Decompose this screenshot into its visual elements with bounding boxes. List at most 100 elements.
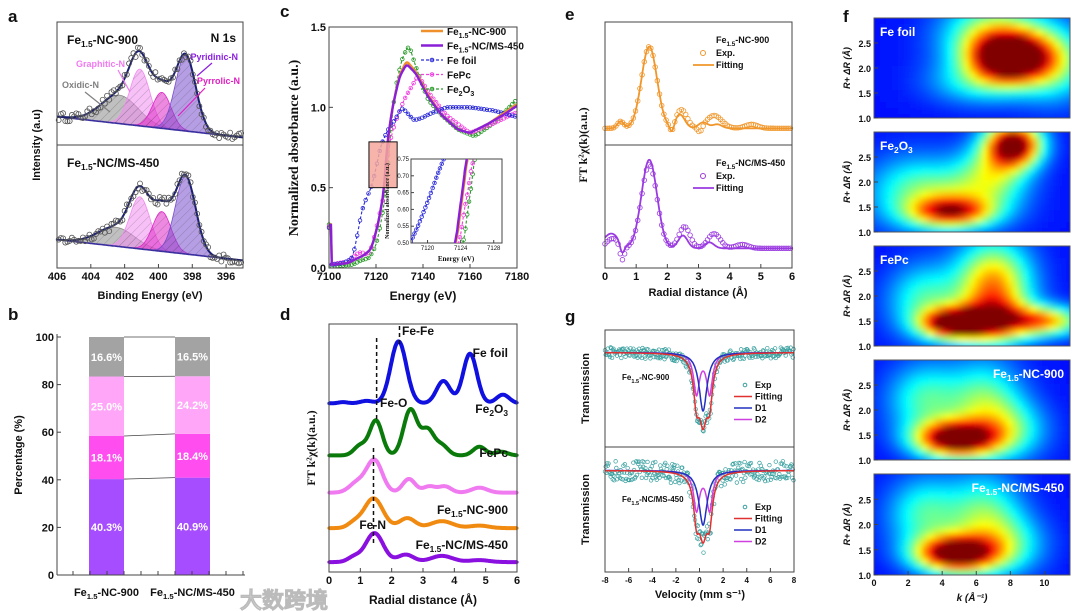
heatmap-cell: [964, 144, 971, 151]
heatmap-cell: [898, 414, 905, 421]
heatmap-cell: [988, 288, 995, 295]
heatmap-cell: [922, 132, 929, 139]
heatmap-cell: [1012, 396, 1019, 403]
series-marker: [447, 148, 451, 152]
heatmap-cell: [946, 318, 953, 325]
heatmap-cell: [988, 360, 995, 367]
heatmap-cell: [1030, 204, 1037, 211]
series-marker: [498, 97, 502, 101]
heatmap-cell: [916, 360, 923, 367]
category-label: Fe1.5-NC-900: [74, 587, 139, 601]
series-marker: [489, 59, 493, 63]
heatmap-cell: [1024, 54, 1031, 61]
heatmap-cell: [1060, 438, 1067, 445]
heatmap-cell: [934, 480, 941, 487]
heatmap-cell: [982, 204, 989, 211]
series-marker: [502, 89, 506, 93]
y-tick-label: 1.0: [858, 114, 871, 124]
experimental-point: [99, 96, 106, 103]
heatmap-cell: [892, 210, 899, 217]
heatmap-cell: [916, 444, 923, 451]
heatmap-cell: [892, 528, 899, 535]
y-tick-label: 0.5: [311, 183, 326, 195]
heatmap-cell: [1054, 162, 1061, 169]
heatmap-cell: [1036, 456, 1043, 460]
heatmap-cell: [1072, 168, 1079, 175]
heatmap-cell: [946, 426, 953, 433]
background-line: [56, 115, 244, 139]
heatmap-cell: [958, 414, 965, 421]
heatmap-cell: [886, 144, 893, 151]
heatmap-cell: [898, 204, 905, 211]
heatmap-cell: [928, 168, 935, 175]
exp-point: [680, 224, 687, 230]
heatmap-cell: [958, 156, 965, 163]
heatmap-cell: [988, 462, 995, 469]
sample-label: Fe1.5-NC/MS-450: [622, 495, 684, 507]
x-tick-label: 2: [389, 575, 395, 587]
ft-marker: [380, 469, 384, 474]
heatmap-cell: [1066, 384, 1070, 391]
heatmap-cell: [880, 156, 887, 163]
experimental-point: [108, 221, 115, 227]
heatmap-cell: [958, 438, 965, 445]
heatmap-cell: [934, 516, 941, 523]
exp-point: [738, 461, 743, 466]
heatmap-cell: [916, 480, 923, 487]
heatmap-cell: [874, 348, 881, 355]
series-marker: [431, 348, 435, 352]
heatmap-cell: [922, 246, 929, 253]
heatmap-cell: [1060, 54, 1067, 61]
heatmap-cell: [940, 390, 947, 397]
series-marker: [507, 83, 511, 87]
experimental-point: [123, 71, 130, 78]
heatmap-cell: [904, 222, 911, 229]
heatmap-cell: [898, 186, 905, 193]
heatmap-cell: [934, 336, 941, 343]
heatmap-cell: [976, 162, 983, 169]
heatmap-cell: [1012, 270, 1019, 277]
heatmap-cell: [1000, 444, 1007, 451]
heatmap-cell: [892, 228, 899, 232]
heatmap-cell: [976, 438, 983, 445]
heatmap-cell: [874, 66, 881, 73]
heatmap-cell: [952, 312, 959, 319]
series-marker: [400, 252, 404, 256]
heatmap-cell: [922, 330, 929, 337]
ft-marker: [378, 502, 382, 506]
heatmap-cell: [898, 534, 905, 541]
heatmap-cell: [958, 90, 965, 97]
y-tick-label: 1.5: [858, 431, 871, 441]
heatmap-cell: [1036, 162, 1043, 169]
heatmap-cell: [886, 576, 893, 583]
panel-label-b: b: [8, 305, 18, 324]
series-marker: [435, 339, 439, 343]
heatmap-cell: [910, 528, 917, 535]
heatmap-cell: [928, 276, 935, 283]
heatmap-cell: [874, 288, 881, 295]
heatmap-cell: [958, 96, 965, 103]
heatmap-cell: [1006, 270, 1013, 277]
heatmap-cell: [916, 318, 923, 325]
heatmap-cell: [940, 102, 947, 109]
heatmap-cell: [1066, 168, 1070, 175]
experimental-point: [134, 44, 141, 51]
heatmap-cell: [1060, 348, 1067, 355]
heatmap-cell: [988, 276, 995, 283]
heatmap-cell: [910, 66, 917, 73]
heatmap-cell: [1054, 444, 1061, 451]
heatmap-cell: [940, 54, 947, 61]
heatmap-cell: [1072, 282, 1079, 289]
heatmap-cell: [1000, 162, 1007, 169]
heatmap-cell: [964, 324, 971, 331]
heatmap-cell: [1060, 420, 1067, 427]
heatmap-cell: [928, 66, 935, 73]
heatmap-cell: [1018, 306, 1025, 313]
heatmap-cell: [1000, 426, 1007, 433]
heatmap-cell: [1054, 36, 1061, 43]
heatmap-cell: [1018, 168, 1025, 175]
heatmap-cell: [886, 246, 893, 253]
heatmap-cell: [1000, 306, 1007, 313]
heatmap-cell: [1042, 408, 1049, 415]
heatmap-cell: [1006, 420, 1013, 427]
